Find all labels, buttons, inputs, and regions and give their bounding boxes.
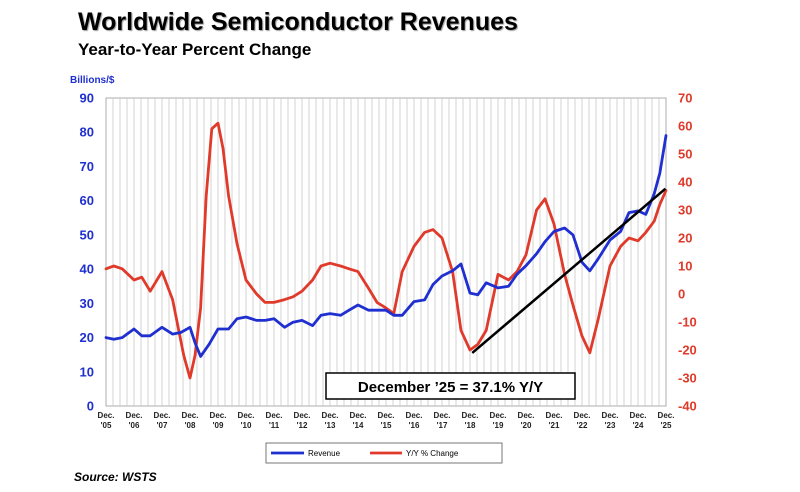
x-tick-label: '21 [549,421,560,430]
legend-label-revenue: Revenue [308,449,341,458]
x-tick-label: Dec. [406,411,423,420]
x-tick-label: '10 [241,421,252,430]
x-tick-label: Dec. [546,411,563,420]
left-axis-label: Billions/$ [70,75,115,86]
annotation-text: December ’25 = 37.1% Y/Y [358,379,543,396]
right-axis-tick-label: -30 [678,371,697,386]
legend-label-yoy: Y/Y % Change [406,449,459,458]
right-axis-tick-label: -10 [678,315,697,330]
left-axis-tick-label: 60 [80,193,94,208]
chart-title: Worldwide Semiconductor Revenues [78,8,518,36]
x-tick-label: '07 [157,421,168,430]
x-tick-label: Dec. [434,411,451,420]
left-axis-tick-label: 10 [80,364,94,379]
x-tick-label: '15 [381,421,392,430]
x-tick-label: Dec. [322,411,339,420]
x-tick-label: Dec. [462,411,479,420]
x-tick-label: Dec. [210,411,227,420]
x-tick-label: Dec. [658,411,675,420]
right-axis-tick-label: 0 [678,287,685,302]
series-line-revenue [104,134,668,358]
x-tick-label: Dec. [266,411,283,420]
x-tick-label: '23 [605,421,616,430]
right-axis-tick-label: 10 [678,259,692,274]
right-axis-tick-label: 40 [678,175,692,190]
left-axis-tick-label: 90 [80,91,94,106]
right-axis-tick-label: 30 [678,203,692,218]
x-tick-label: Dec. [630,411,647,420]
series-line-yoy-change [104,121,668,380]
x-tick-label: Dec. [490,411,507,420]
x-tick-label: Dec. [126,411,143,420]
x-tick-label: '19 [493,421,504,430]
x-tick-label: Dec. [182,411,199,420]
left-axis-tick-label: 80 [80,125,94,140]
x-tick-label: '14 [353,421,364,430]
right-axis-tick-label: 60 [678,119,692,134]
right-axis-tick-label: -40 [678,399,697,414]
x-tick-label: Dec. [602,411,619,420]
x-tick-label: Dec. [350,411,367,420]
x-tick-label: '06 [129,421,140,430]
left-axis-tick-label: 70 [80,159,94,174]
x-tick-label: '12 [297,421,308,430]
left-axis-tick-label: 40 [80,262,94,277]
x-tick-label: '20 [521,421,532,430]
x-tick-label: '22 [577,421,588,430]
x-tick-label: '13 [325,421,336,430]
x-tick-label: '25 [661,421,672,430]
x-tick-label: Dec. [154,411,171,420]
left-axis-tick-label: 30 [80,296,94,311]
x-tick-label: '24 [633,421,644,430]
right-axis-tick-label: 20 [678,231,692,246]
x-tick-label: '18 [465,421,476,430]
x-tick-label: '11 [269,421,280,430]
x-tick-label: '08 [185,421,196,430]
x-tick-label: Dec. [518,411,535,420]
x-tick-label: '16 [409,421,420,430]
right-axis-tick-label: 70 [678,91,692,106]
x-tick-label: Dec. [238,411,255,420]
left-axis-tick-label: 0 [87,399,94,414]
x-tick-label: '09 [213,421,224,430]
x-tick-label: Dec. [574,411,591,420]
trend-arrow-line [471,187,667,354]
right-axis-tick-label: 50 [678,147,692,162]
x-tick-label: '05 [101,421,112,430]
x-tick-label: '17 [437,421,448,430]
left-axis-tick-label: 50 [80,227,94,242]
x-tick-label: Dec. [98,411,115,420]
x-tick-label: Dec. [294,411,311,420]
right-axis-tick-label: -20 [678,343,697,358]
x-tick-label: Dec. [378,411,395,420]
left-axis-tick-label: 20 [80,330,94,345]
chart-subtitle: Year-to-Year Percent Change [78,40,312,59]
source-note: Source: WSTS [74,470,157,484]
annotation-box [325,372,576,400]
